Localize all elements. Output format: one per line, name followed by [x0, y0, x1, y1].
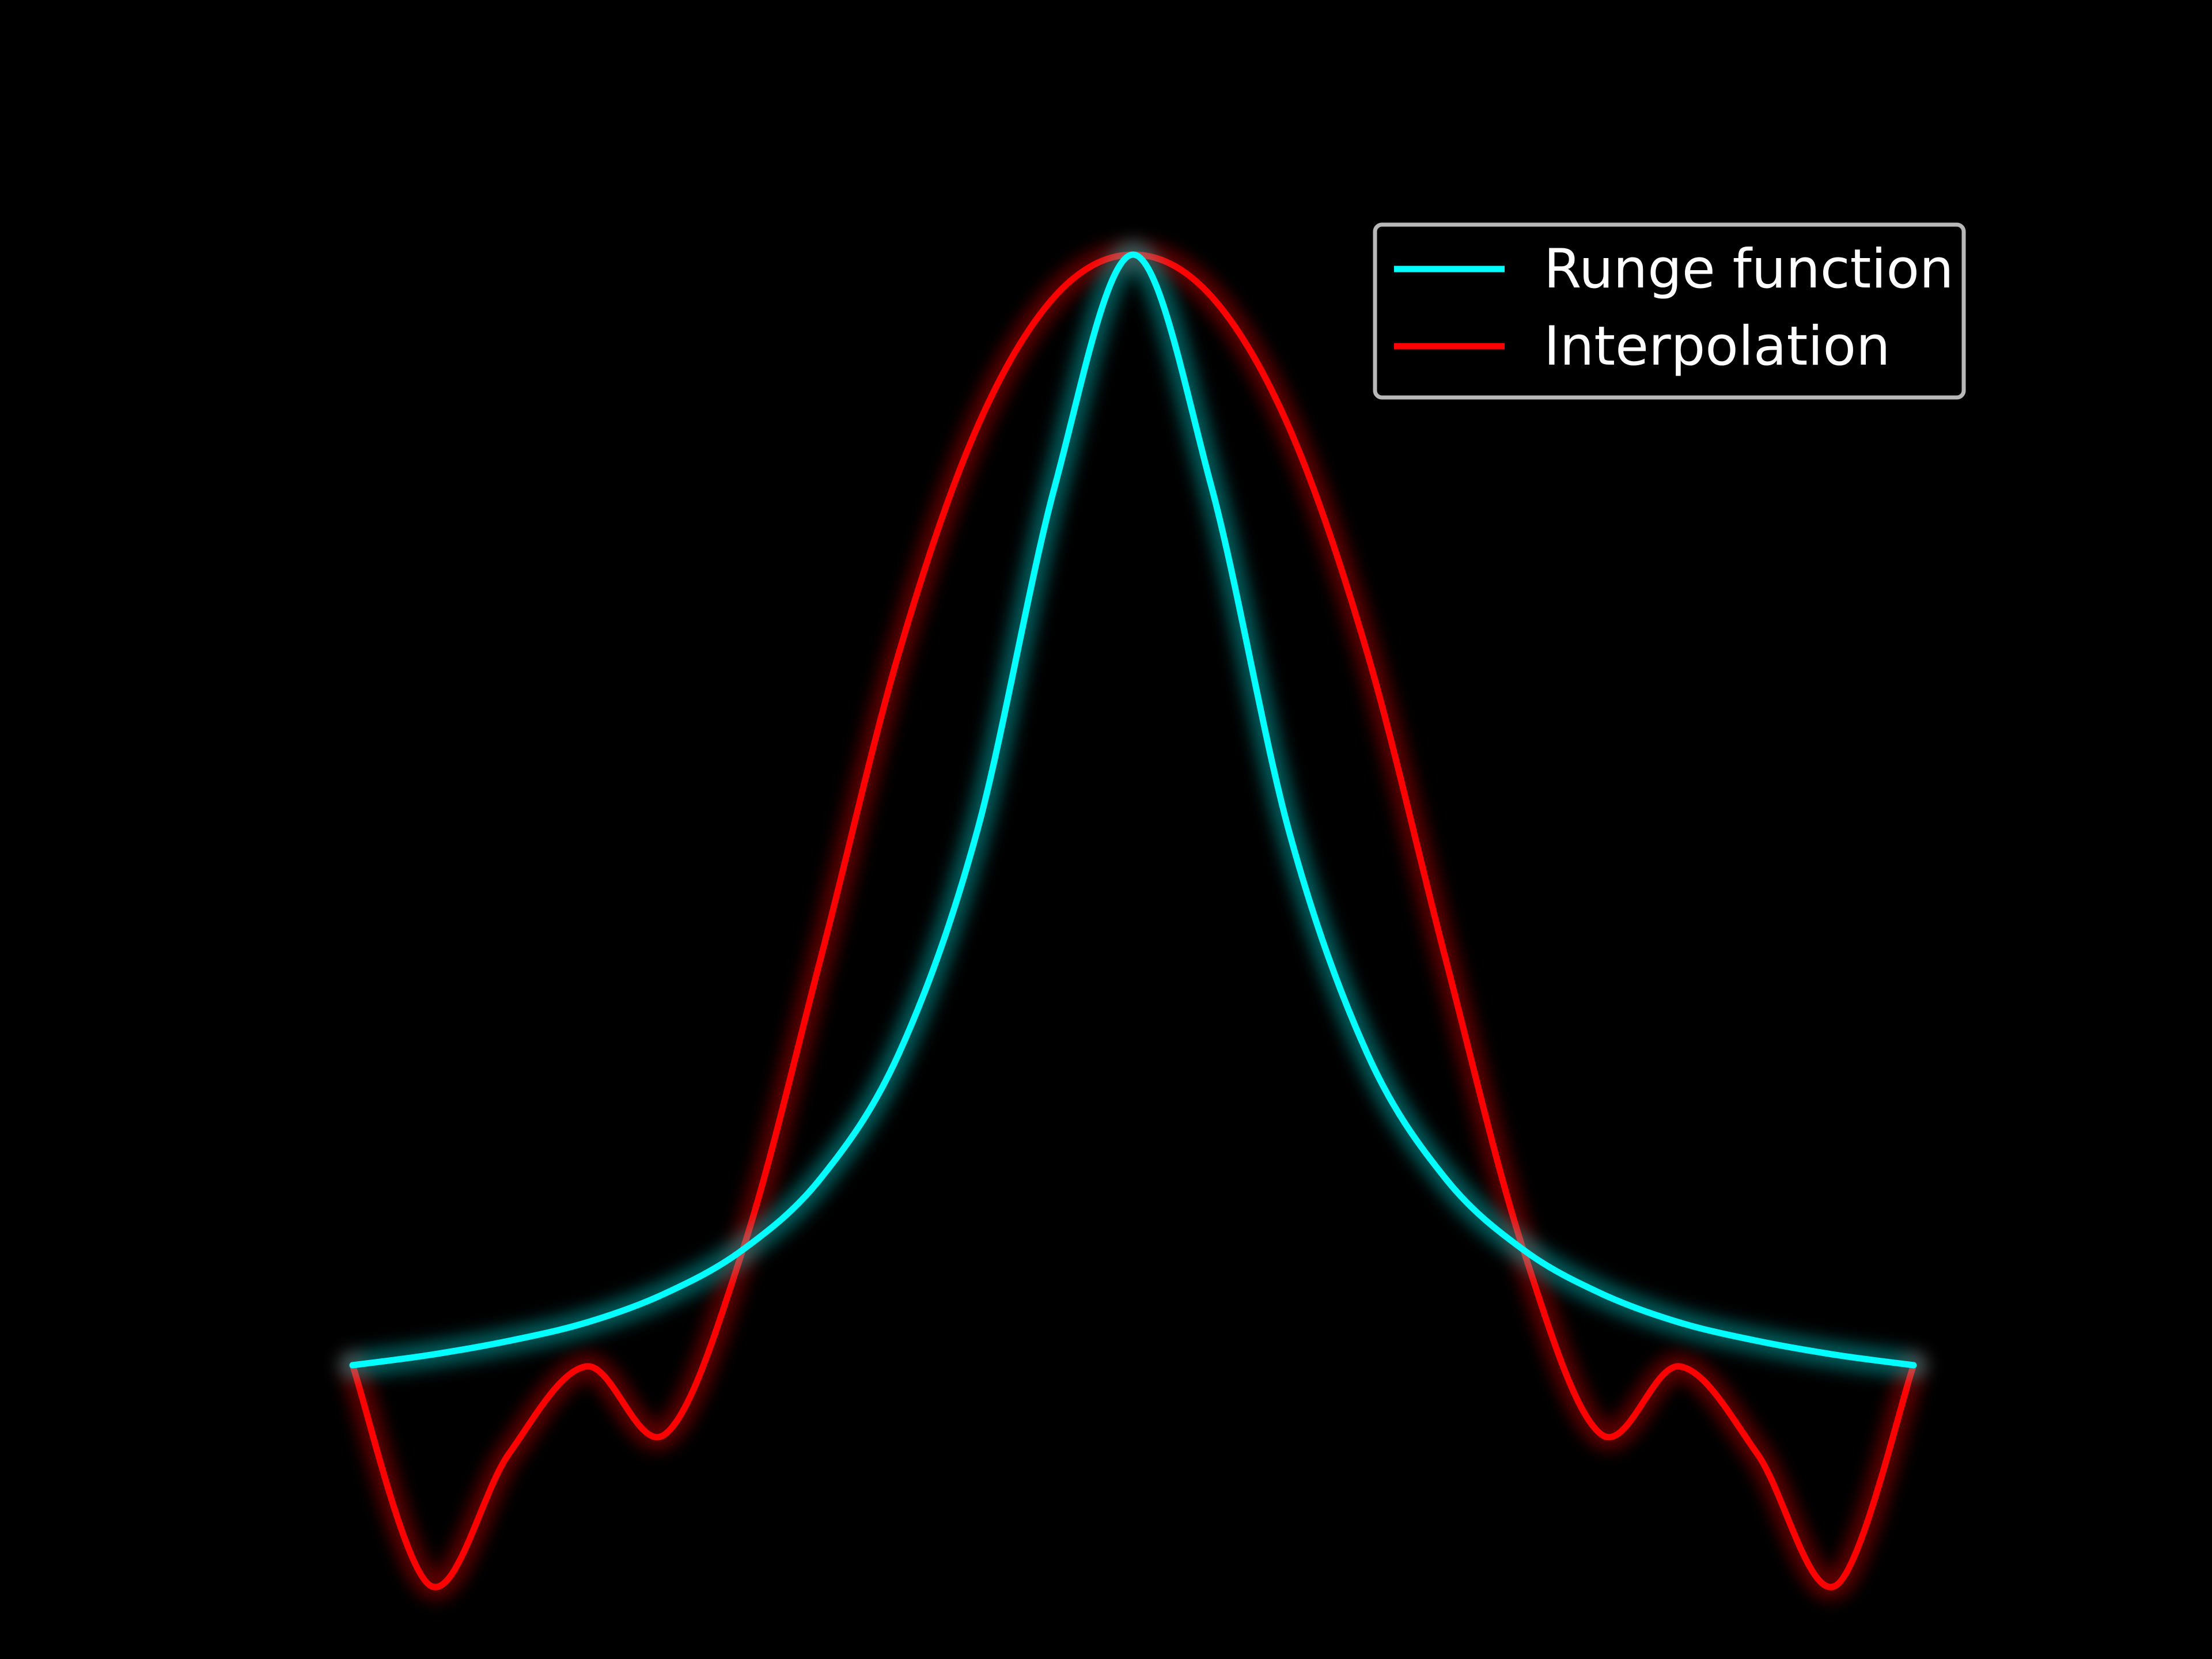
series-line-runge-function	[349, 251, 1917, 1369]
legend-label-interpolation: Interpolation	[1544, 315, 1891, 378]
legend: Runge function Interpolation	[1373, 222, 1966, 400]
legend-label-runge-function: Runge function	[1544, 238, 1954, 301]
legend-frame	[1373, 222, 1966, 400]
plot-area	[339, 241, 1927, 1600]
